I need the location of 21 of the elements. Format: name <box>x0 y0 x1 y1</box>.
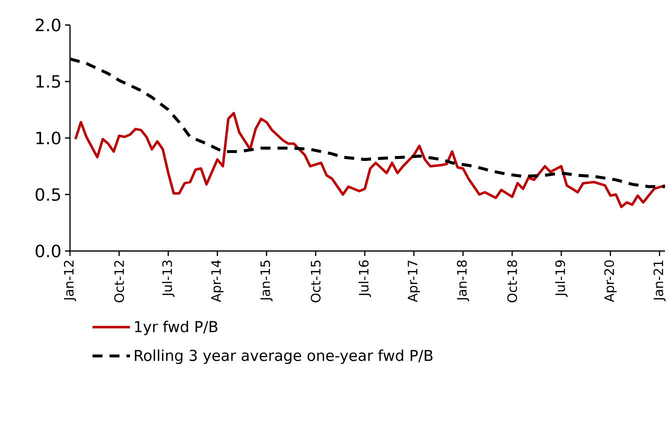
x-tick-label: Jan-15 <box>260 260 273 302</box>
x-tick-label: Oct-15 <box>310 260 321 302</box>
y-tick-label: 0.5 <box>36 188 60 201</box>
legend-label: 1yr fwd P/B <box>135 320 218 336</box>
x-tick-label: Apr-17 <box>408 260 420 302</box>
x-tick-label: Apr-14 <box>211 260 224 302</box>
line-series <box>74 112 666 208</box>
x-tick-label: Jan-12 <box>64 260 76 302</box>
y-tick-label: 1.5 <box>36 75 60 88</box>
x-tick-label: Apr-20 <box>604 260 617 302</box>
legend-label: Rolling 3 year average one-year fwd P/B <box>134 350 432 364</box>
x-tick-label: Jan-21 <box>653 260 666 302</box>
y-tick-label: 0.0 <box>36 244 60 258</box>
x-tick-label: Jul-13 <box>162 260 174 297</box>
x-tick-label: Jan-18 <box>456 260 470 302</box>
x-tick-label: Jul-16 <box>358 260 371 297</box>
y-tick-label: 1.0 <box>36 132 60 144</box>
x-tick-label: Jul-19 <box>555 260 568 297</box>
x-tick-label: Oct-12 <box>114 260 124 302</box>
y-tick-label: 2.0 <box>36 18 60 32</box>
x-tick-label: Oct-18 <box>507 260 518 302</box>
